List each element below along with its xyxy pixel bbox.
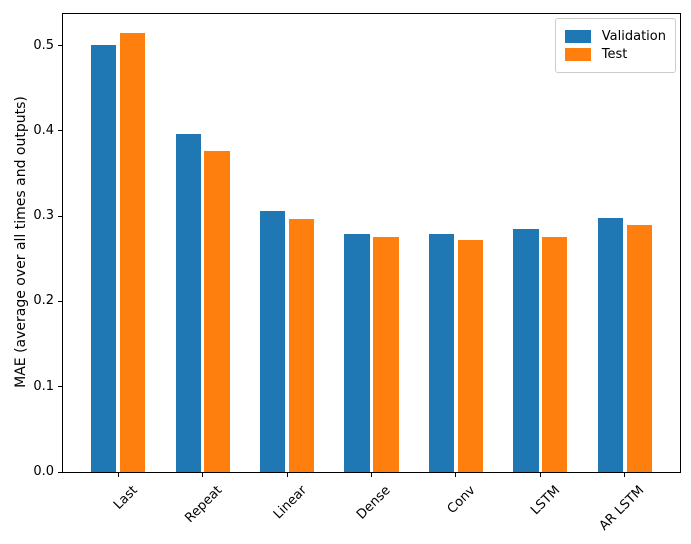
x-tick-label-repeat: Repeat bbox=[182, 483, 226, 526]
legend-item-validation: Validation bbox=[564, 29, 666, 44]
y-tick-mark bbox=[58, 386, 62, 388]
x-tick-mark bbox=[624, 473, 626, 477]
x-tick-mark bbox=[539, 473, 541, 477]
x-tick-label-lstm: LSTM bbox=[527, 483, 564, 519]
bar-validation-conv bbox=[428, 234, 455, 472]
bar-validation-repeat bbox=[175, 134, 201, 472]
y-tick-label: 0.4 bbox=[33, 122, 54, 138]
bar-test-conv bbox=[457, 240, 483, 472]
y-tick-mark bbox=[58, 45, 62, 47]
x-tick-mark bbox=[286, 473, 288, 477]
x-tick-label-conv: Conv bbox=[444, 483, 479, 517]
plot-area: Validation Test 0.0 0.1 0.2 0.3 0.4 0.5 Last Rep… bbox=[33, 13, 681, 534]
x-tick-mark bbox=[371, 473, 372, 477]
x-tick-label-ar-lstm: AR LSTM bbox=[596, 483, 648, 534]
bar-test-linear bbox=[288, 218, 315, 472]
y-tick-label: 0.2 bbox=[33, 293, 54, 309]
y-tick-mark bbox=[58, 215, 62, 217]
x-tick-mark bbox=[202, 473, 204, 477]
y-tick-label: 0.0 bbox=[33, 464, 54, 479]
y-axis-label: MAE (average over all times and outputs) bbox=[13, 96, 29, 388]
bar-test-last bbox=[119, 32, 146, 472]
x-tick-mark bbox=[117, 473, 119, 477]
y-tick-mark bbox=[58, 471, 62, 473]
x-tick-label-dense: Dense bbox=[354, 483, 395, 523]
legend: Validation Test bbox=[554, 18, 676, 73]
bar-validation-lstm bbox=[513, 228, 539, 472]
x-tick-mark bbox=[455, 473, 457, 477]
bar-validation-linear bbox=[259, 211, 286, 472]
bar-test-lstm bbox=[542, 236, 568, 472]
legend-swatch-test bbox=[564, 48, 591, 61]
bar-test-repeat bbox=[204, 151, 230, 472]
y-tick-mark bbox=[58, 300, 62, 302]
bar-test-ar-lstm bbox=[626, 224, 652, 472]
bar-validation-last bbox=[91, 44, 117, 472]
legend-label: Test bbox=[601, 47, 628, 62]
y-tick-label: 0.5 bbox=[33, 37, 54, 53]
y-tick-label: 0.3 bbox=[33, 208, 54, 224]
x-tick-label-last: Last bbox=[110, 483, 141, 513]
y-tick-mark bbox=[58, 130, 62, 132]
legend-label: Validation bbox=[601, 29, 666, 44]
legend-item-test: Test bbox=[564, 47, 666, 62]
y-tick-label: 0.1 bbox=[33, 378, 54, 394]
x-tick-label-linear: Linear bbox=[270, 483, 310, 523]
bar-validation-ar-lstm bbox=[597, 217, 624, 472]
bar-validation-dense bbox=[344, 234, 370, 472]
legend-swatch-validation bbox=[564, 30, 591, 43]
bar-test-dense bbox=[373, 237, 399, 472]
